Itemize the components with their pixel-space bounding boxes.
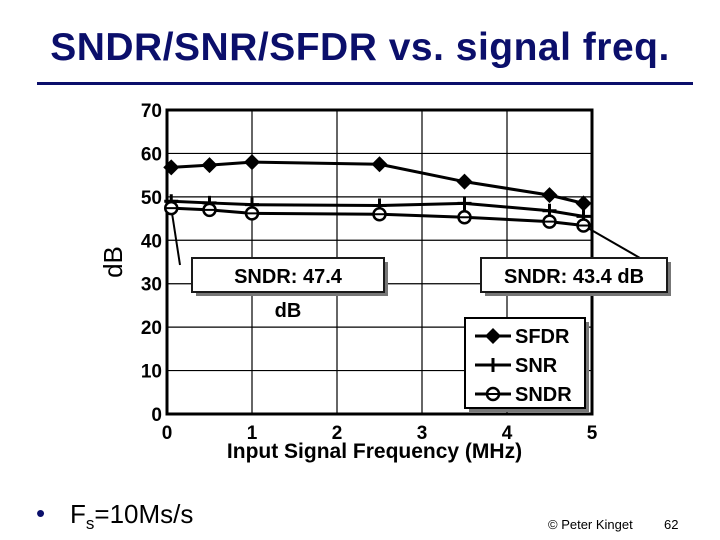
legend-marker-sfdr bbox=[485, 328, 501, 344]
sfdr-point bbox=[371, 156, 388, 173]
bullet-text-post: =10Ms/s bbox=[94, 499, 194, 529]
x-tick-label: 1 bbox=[247, 423, 258, 444]
sfdr-point bbox=[201, 157, 218, 174]
bullet-dot: • bbox=[36, 498, 46, 528]
x-tick-label: 5 bbox=[587, 423, 598, 444]
sfdr-point bbox=[163, 159, 180, 176]
annotation-text: SNDR: 43.4 dB bbox=[504, 266, 644, 288]
sfdr-point bbox=[456, 173, 473, 190]
legend-label-sndr: SNDR bbox=[515, 384, 572, 406]
legend-label-sfdr: SFDR bbox=[515, 326, 570, 348]
sfdr-point bbox=[244, 154, 260, 171]
sampling-frequency-text: Fs=10Ms/s bbox=[70, 499, 193, 534]
y-tick-label: 60 bbox=[141, 144, 162, 165]
y-tick-label: 40 bbox=[141, 231, 162, 252]
series-sfdr bbox=[163, 154, 592, 212]
y-tick-label: 50 bbox=[141, 188, 162, 209]
annotation-leader bbox=[583, 224, 641, 259]
bullet-text-pre: F bbox=[70, 499, 86, 529]
y-tick-label: 10 bbox=[141, 362, 162, 383]
y-tick-label: 20 bbox=[141, 318, 162, 339]
slide-title: SNDR/SNR/SFDR vs. signal freq. bbox=[50, 26, 670, 69]
x-tick-label: 3 bbox=[417, 423, 428, 444]
copyright-text: © Peter Kinget bbox=[548, 517, 633, 532]
sfdr-point bbox=[575, 195, 592, 212]
snr-point bbox=[457, 196, 472, 211]
y-tick-label: 0 bbox=[151, 405, 162, 426]
y-tick-label: 30 bbox=[141, 275, 162, 296]
legend-marker-snr bbox=[486, 358, 500, 372]
y-axis-label: dB bbox=[98, 246, 128, 278]
x-tick-label: 4 bbox=[502, 423, 513, 444]
legend-label-snr: SNR bbox=[515, 355, 558, 377]
bullet-text-subscript: s bbox=[85, 514, 95, 534]
title-underline bbox=[37, 82, 693, 85]
x-tick-label: 0 bbox=[162, 423, 173, 444]
annotation-box bbox=[480, 257, 668, 293]
annotation-box bbox=[191, 257, 385, 293]
page-number: 62 bbox=[664, 517, 679, 532]
series-sndr bbox=[164, 200, 591, 233]
line-chart: 0 10 20 30 40 50 60 70 0 1 2 3 4 5 Input Signal Freque… bbox=[98, 101, 671, 463]
annotation-text: SNDR: 47.4 bbox=[234, 266, 343, 288]
annotation-leader bbox=[170, 207, 181, 266]
annotation-text-line2: dB bbox=[275, 300, 302, 322]
x-axis-label: Input Signal Frequency (MHz) bbox=[227, 440, 522, 463]
sfdr-point bbox=[541, 187, 558, 204]
x-tick-label: 2 bbox=[332, 423, 343, 444]
y-tick-label: 70 bbox=[141, 101, 162, 122]
